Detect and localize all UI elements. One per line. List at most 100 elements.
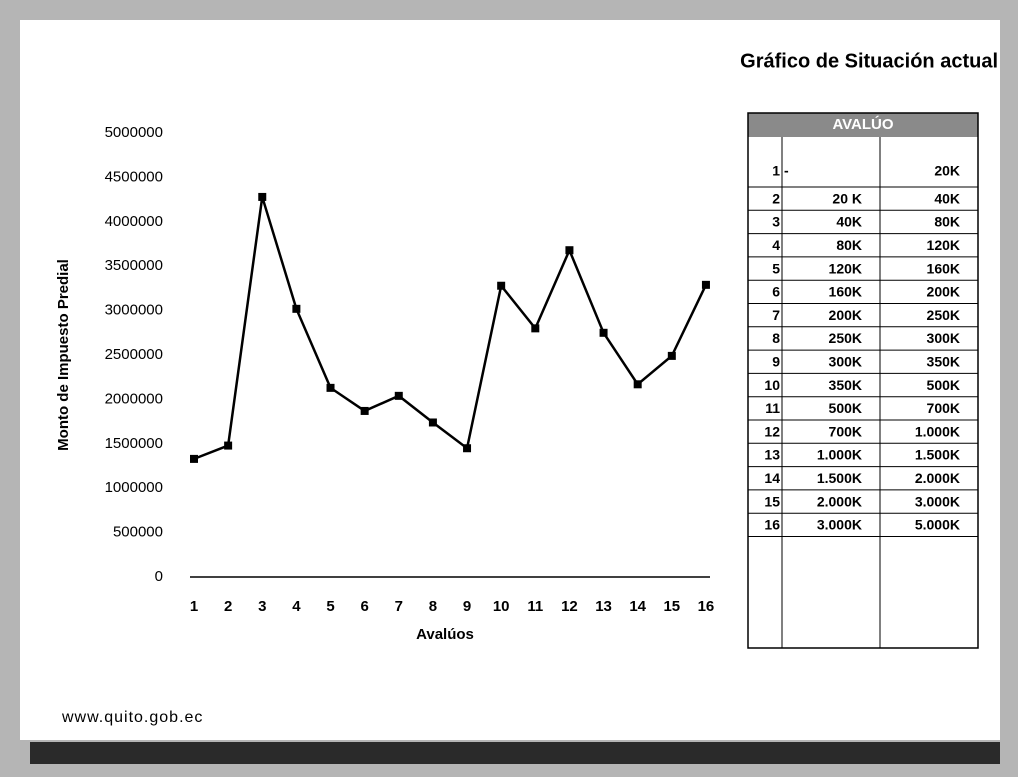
table-cell: 10 — [764, 377, 780, 393]
table-cell: 500K — [829, 400, 862, 416]
table-cell: 3 — [772, 214, 780, 230]
x-tick-label: 13 — [595, 598, 612, 615]
x-tick-label: 6 — [360, 598, 368, 615]
table-cell: 2.000K — [915, 470, 960, 486]
y-tick-label: 4500000 — [105, 168, 163, 185]
x-tick-label: 8 — [429, 598, 437, 615]
x-tick-label: 1 — [190, 598, 198, 615]
x-tick-label: 3 — [258, 598, 266, 615]
table-cell: 3.000K — [817, 517, 862, 533]
chart-title: Gráfico de Situación actual — [740, 50, 998, 72]
data-point — [599, 328, 608, 337]
y-tick-label: 3500000 — [105, 257, 163, 274]
table-cell: 300K — [927, 330, 960, 346]
data-point — [531, 324, 540, 333]
data-point — [394, 391, 403, 400]
data-point — [667, 351, 676, 360]
table-cell: 700K — [829, 423, 862, 439]
data-line — [193, 196, 708, 461]
table-cell: 250K — [927, 307, 960, 323]
data-point — [258, 192, 267, 201]
table-cell: 40K — [934, 190, 960, 206]
table-cell: 11 — [765, 400, 780, 416]
x-tick-label: 2 — [224, 598, 232, 615]
y-tick-label: 0 — [155, 568, 163, 585]
x-axis-label: Avalúos — [416, 626, 474, 643]
table-cell: 2.000K — [817, 493, 862, 509]
table-cell: 350K — [829, 377, 862, 393]
table-cell: 160K — [927, 260, 960, 276]
x-tick-label: 11 — [527, 598, 543, 615]
data-point — [428, 418, 437, 427]
table-cell: 2 — [772, 190, 780, 206]
table-cell: 15 — [764, 493, 780, 509]
table-cell: 8 — [772, 330, 780, 346]
table-cell: 250K — [829, 330, 862, 346]
table-cell: 1.000K — [817, 447, 862, 463]
data-point — [190, 454, 198, 463]
x-tick-label: 12 — [561, 598, 578, 615]
data-point — [292, 304, 301, 313]
data-point — [565, 246, 574, 255]
y-axis-label: Monto de Impuesto Predial — [55, 259, 72, 451]
table-cell: 350K — [927, 353, 960, 369]
table-cell: 500K — [927, 377, 960, 393]
x-tick-label: 9 — [463, 598, 471, 615]
data-point — [326, 383, 335, 392]
x-tick-label: 5 — [326, 598, 334, 615]
table-cell: 1 — [772, 163, 780, 179]
x-tick-label: 4 — [292, 598, 301, 615]
table-cell: 4 — [772, 237, 780, 253]
data-point — [497, 281, 506, 290]
data-point — [224, 441, 233, 450]
table-cell: 120K — [829, 260, 862, 276]
x-tick-label: 15 — [663, 598, 680, 615]
x-tick-label: 7 — [395, 598, 403, 615]
y-tick-label: 1000000 — [105, 479, 163, 496]
table-cell: 160K — [829, 284, 862, 300]
y-tick-label: 3000000 — [105, 302, 163, 319]
table-border — [747, 112, 979, 649]
table-cell: 6 — [772, 284, 780, 300]
footer: www.quito.gob.ec — [61, 709, 203, 726]
bottom-bar — [30, 742, 1000, 764]
data-point — [701, 280, 710, 289]
table-cell: 1.500K — [817, 470, 862, 486]
table-cell: 16 — [764, 517, 780, 533]
table-cell: 14 — [764, 470, 780, 486]
table-cell: - — [784, 163, 789, 179]
y-tick-label: 500000 — [113, 524, 163, 541]
x-tick-label: 10 — [493, 598, 510, 615]
table-cell: 5.000K — [915, 517, 960, 533]
data-point — [633, 380, 642, 389]
data-point — [463, 444, 472, 453]
table-cell: 200K — [829, 307, 862, 323]
x-tick-label: 16 — [698, 598, 715, 615]
x-tick-label: 14 — [629, 598, 646, 615]
table-cell: 12 — [764, 423, 780, 439]
table-header-bg — [748, 113, 978, 137]
canvas — [20, 20, 1000, 740]
table-cell: 1.000K — [915, 423, 960, 439]
y-tick-label: 2000000 — [105, 390, 163, 407]
y-tick-label: 2500000 — [105, 346, 163, 363]
table-cell: 5 — [772, 260, 780, 276]
y-tick-label: 1500000 — [105, 435, 163, 452]
table-cell: 80K — [934, 214, 960, 230]
table-cell: 300K — [829, 353, 862, 369]
table-cell: 80K — [836, 237, 862, 253]
table-cell: 3.000K — [915, 493, 960, 509]
y-tick-label: 4000000 — [105, 213, 163, 230]
table-cell: 200K — [927, 284, 960, 300]
table-cell: 7 — [772, 307, 780, 323]
table-cell: 20K — [934, 163, 960, 179]
table-cell: 120K — [927, 237, 960, 253]
table-cell: 700K — [927, 400, 960, 416]
table-cell: 13 — [764, 447, 780, 463]
y-tick-label: 5000000 — [105, 124, 163, 141]
table-cell: 20 K — [832, 190, 862, 206]
table-cell: 1.500K — [915, 447, 960, 463]
data-point — [360, 406, 369, 415]
